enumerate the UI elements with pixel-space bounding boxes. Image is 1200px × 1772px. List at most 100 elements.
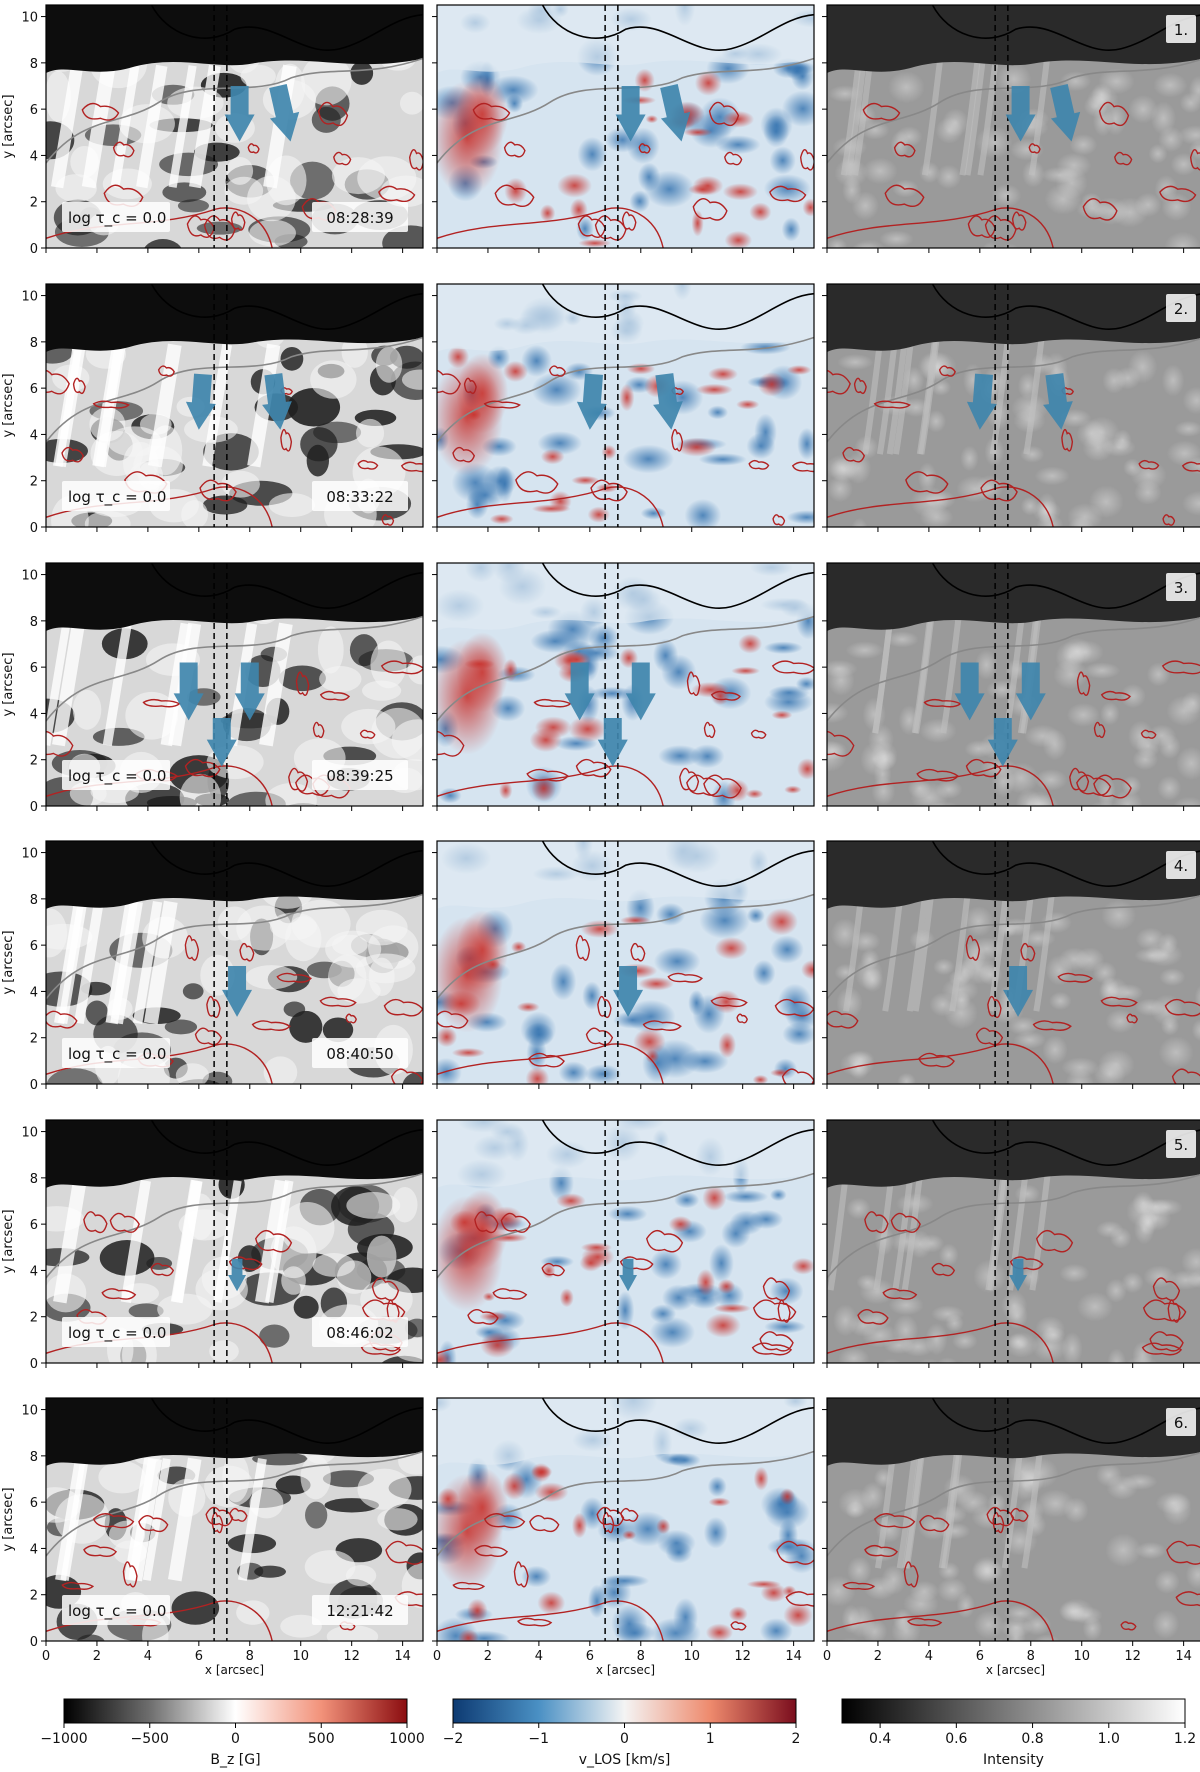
umbra-contour [541,5,814,51]
granule [910,782,949,806]
blueshift-patch [707,405,729,420]
y-tick-label: 2 [30,1311,38,1326]
redshift-patch [708,366,738,382]
flow-arrow [1015,662,1046,721]
opposite-polarity-contour [381,514,395,526]
opposite-polarity-contour [965,758,1002,778]
penumbral-filament [987,889,1010,1012]
flow-arrow [234,662,265,721]
penumbra-contour [437,1450,814,1557]
opposite-polarity-contour [827,730,855,757]
granule [1101,899,1137,931]
blueshift-patch [577,136,608,172]
filament [247,343,281,468]
opposite-polarity-contour [575,935,591,961]
height-label: log τ_c = 0.0 [68,1045,166,1064]
umbra-region [827,841,1200,910]
granule [936,1577,968,1603]
filament [53,1179,87,1304]
opposite-polarity-contour [1181,461,1200,472]
redshift-patch [705,1313,741,1338]
row-index-label: 3. [1174,579,1188,597]
granule [1059,1263,1090,1283]
opposite-polarity-contour [474,1544,509,1558]
opposite-polarity-contour [1138,459,1160,470]
panel-frame [826,283,1200,528]
opposite-polarity-contour [452,1581,486,1590]
umbra-region [437,1398,814,1467]
opposite-polarity-contour [378,185,416,203]
opposite-polarity-contour [905,471,949,494]
granule [956,1360,979,1363]
granule [846,1556,872,1585]
blueshift-patch [797,427,814,461]
granule [910,486,949,519]
granule [1114,366,1141,390]
granule [1134,480,1162,505]
granule [892,1314,919,1346]
opposite-polarity-contour [785,1591,814,1607]
flow-arrow [564,662,595,721]
granule [897,1072,916,1084]
granule [841,1604,861,1634]
x-tick-label: 6 [195,1649,203,1664]
opposite-polarity-contour [494,184,535,208]
panel-image [827,1398,1200,1641]
granule [855,1361,870,1363]
granule [859,1278,896,1305]
x-tick-label: 8 [1027,1649,1035,1664]
granule [1120,683,1146,709]
penumbral-filament [964,53,987,176]
opposite-polarity-contour [515,471,559,494]
x-tick-label: 4 [925,1649,933,1664]
opposite-polarity-contour [873,400,911,409]
granule [1158,733,1181,760]
blueshift-patch [764,1319,806,1334]
bright-granule [362,680,402,701]
opposite-polarity-contour [81,102,120,121]
penumbral-filament [906,889,929,1012]
redshift-patch [456,353,509,434]
opposite-polarity-contour [46,369,70,395]
granule [1045,954,1074,986]
panel-image [827,284,1200,527]
opposite-polarity-contour [437,369,461,395]
umbra-region [46,1398,423,1467]
height-label-box: log τ_c = 0.0 [62,481,170,511]
opposite-polarity-contour [503,141,526,158]
granule [887,71,925,104]
dark-lane [278,665,326,692]
x-tick-label: 12 [343,1649,360,1664]
granule [1074,947,1105,972]
row-index-box: 4. [1166,851,1196,879]
bright-granule [175,1063,209,1084]
redshift-patch [480,1332,515,1358]
granule [1011,393,1049,423]
umbra-contour [150,563,423,609]
opposite-polarity-contour [992,1511,1005,1534]
x-axis-label: x [arcsec] [205,1663,264,1677]
flow-arrow [660,84,691,142]
opposite-polarity-contour [371,1277,400,1301]
granule [936,1357,959,1363]
panel-frame [45,840,424,1085]
opposite-polarity-contour [931,1262,956,1277]
redshift-patch [559,1288,574,1308]
colorbar-label: Intensity [983,1752,1044,1768]
timestamp: 08:33:22 [326,488,393,506]
opposite-polarity-contour [938,365,956,377]
penumbral-filament [921,53,944,176]
x-tick-label: 4 [535,1649,543,1664]
flow-arrow [224,86,255,142]
bright-granule [375,346,403,383]
redshift-patch [791,1257,814,1275]
blueshift-patch [668,1452,701,1468]
granule [1061,637,1093,665]
blueshift-patch [466,481,504,509]
filament [53,343,83,468]
blueshift-patch [769,1277,804,1306]
opposite-polarity-contour [319,996,357,1008]
opposite-polarity-contour [251,1020,291,1031]
x-tick-label: 6 [976,1649,984,1664]
timestamp-box: 08:39:25 [312,760,408,790]
